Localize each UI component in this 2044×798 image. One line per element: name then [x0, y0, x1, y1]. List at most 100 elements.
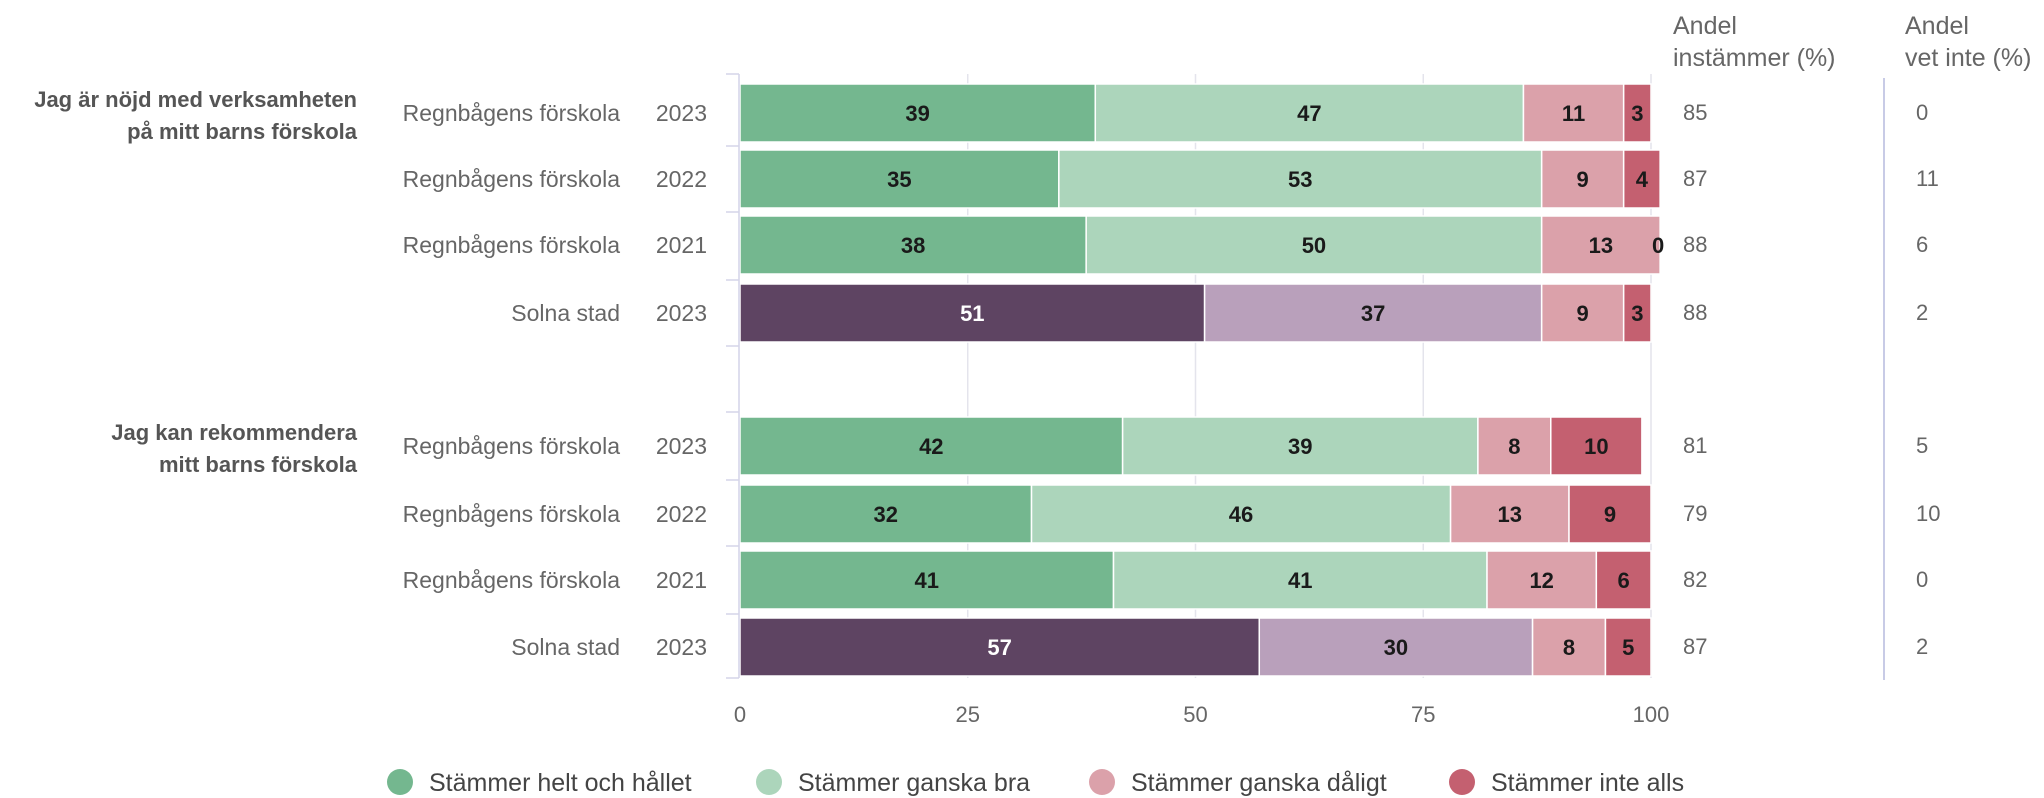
bar-segment	[1522, 83, 1625, 143]
dontknow-value: 0	[1916, 567, 1928, 592]
x-tick-label: 75	[1411, 702, 1435, 727]
legend-swatch	[1089, 769, 1115, 795]
x-tick-label: 0	[734, 702, 746, 727]
data-label: 32	[874, 502, 898, 527]
bar-segment	[1622, 283, 1652, 343]
agree-value: 87	[1683, 166, 1707, 191]
dontknow-value: 2	[1916, 634, 1928, 659]
legend-label: Stämmer inte alls	[1491, 769, 1684, 797]
question-label: Jag är nöjd med verksamheten	[34, 87, 357, 112]
data-label: 4	[1636, 167, 1649, 192]
data-label: 3	[1631, 301, 1643, 326]
row-label: Solna stad	[511, 634, 620, 660]
data-label: 50	[1302, 233, 1326, 258]
bar-segment	[739, 617, 1261, 677]
data-label: 9	[1577, 301, 1589, 326]
row-year: 2022	[656, 166, 707, 192]
x-axis: 0 25 50 75 100	[726, 73, 1670, 727]
bar-segment	[739, 215, 1087, 275]
bar-segment	[1094, 83, 1525, 143]
data-label: 30	[1384, 635, 1408, 660]
data-label: 37	[1361, 301, 1385, 326]
dontknow-value: 5	[1916, 433, 1928, 458]
legend-swatch	[756, 769, 782, 795]
dontknow-column-header: vet inte (%)	[1905, 44, 2031, 72]
bar-segment	[1449, 484, 1570, 544]
legend-swatch	[1449, 769, 1475, 795]
bar-segment	[739, 149, 1060, 209]
bar-segment	[1550, 416, 1643, 476]
agree-value: 85	[1683, 100, 1707, 125]
agree-value: 88	[1683, 232, 1707, 257]
row-label: Regnbågens förskola	[403, 100, 621, 126]
row-year: 2023	[656, 634, 707, 660]
dontknow-value: 2	[1916, 300, 1928, 325]
legend-label: Stämmer ganska dåligt	[1131, 769, 1387, 797]
dontknow-value: 0	[1916, 100, 1928, 125]
data-label: 12	[1529, 568, 1553, 593]
question-label: på mitt barns förskola	[127, 119, 358, 144]
row-label: Regnbågens förskola	[403, 501, 621, 527]
dontknow-value: 6	[1916, 232, 1928, 257]
bar-segment	[1622, 149, 1661, 209]
agree-value: 87	[1683, 634, 1707, 659]
data-label: 35	[887, 167, 911, 192]
data-label: 9	[1604, 502, 1616, 527]
data-label: 38	[901, 233, 925, 258]
data-label: 46	[1229, 502, 1253, 527]
data-label: 8	[1563, 635, 1575, 660]
bar-segment	[1622, 83, 1652, 143]
data-label: 8	[1508, 434, 1520, 459]
agree-column-header: Andel	[1673, 12, 1737, 40]
agree-value: 88	[1683, 300, 1707, 325]
bar-segment	[1030, 484, 1452, 544]
x-tick-label: 100	[1633, 702, 1670, 727]
data-label: 11	[1562, 101, 1585, 126]
row-year: 2021	[656, 567, 707, 593]
bar-segment	[739, 83, 1097, 143]
row-label: Regnbågens förskola	[403, 232, 621, 258]
bar-segment	[1085, 215, 1543, 275]
row-label: Regnbågens förskola	[403, 166, 621, 192]
row-year: 2021	[656, 232, 707, 258]
dontknow-value: 10	[1916, 501, 1940, 526]
row-label: Regnbågens förskola	[403, 433, 621, 459]
bar-segment	[1540, 215, 1661, 275]
dontknow-column-header: Andel	[1905, 12, 1969, 40]
legend-label: Stämmer helt och hållet	[429, 769, 692, 797]
agree-value: 81	[1683, 433, 1707, 458]
agree-value: 79	[1683, 501, 1707, 526]
dontknow-value: 11	[1916, 166, 1939, 191]
bar-segment	[1540, 283, 1625, 343]
x-tick-label: 50	[1183, 702, 1207, 727]
data-label: 3	[1631, 101, 1643, 126]
legend: Stämmer helt och hållet Stämmer ganska br…	[387, 769, 1684, 797]
data-label: 47	[1297, 101, 1321, 126]
legend-label: Stämmer ganska bra	[798, 769, 1030, 797]
bar-segment	[1477, 416, 1552, 476]
data-label: 41	[915, 568, 939, 593]
bar-segment	[1112, 550, 1488, 610]
bar-segment	[1058, 149, 1543, 209]
data-label: 51	[960, 301, 984, 326]
data-label: 41	[1288, 568, 1312, 593]
bar-segment	[1604, 617, 1652, 677]
agree-value: 82	[1683, 567, 1707, 592]
question-label: Jag kan rekommendera	[111, 420, 358, 445]
row-year: 2023	[656, 300, 707, 326]
side-columns: Andel instämmer (%) Andel vet inte (%) 85 0 87…	[1673, 12, 2031, 680]
data-label: 10	[1584, 434, 1608, 459]
data-label: 13	[1589, 233, 1613, 258]
data-label: 0	[1652, 233, 1664, 258]
bar-segment	[739, 550, 1115, 610]
row-labels: Jag är nöjd med verksamheten på mitt barn…	[34, 87, 707, 660]
data-label: 13	[1498, 502, 1522, 527]
question-label: mitt barns förskola	[159, 452, 358, 477]
bar-segment	[1258, 617, 1534, 677]
bar-segment	[739, 484, 1033, 544]
bar-segment	[1486, 550, 1598, 610]
data-label: 5	[1622, 635, 1634, 660]
bar-segment	[1203, 283, 1543, 343]
bar-segment	[739, 283, 1206, 343]
